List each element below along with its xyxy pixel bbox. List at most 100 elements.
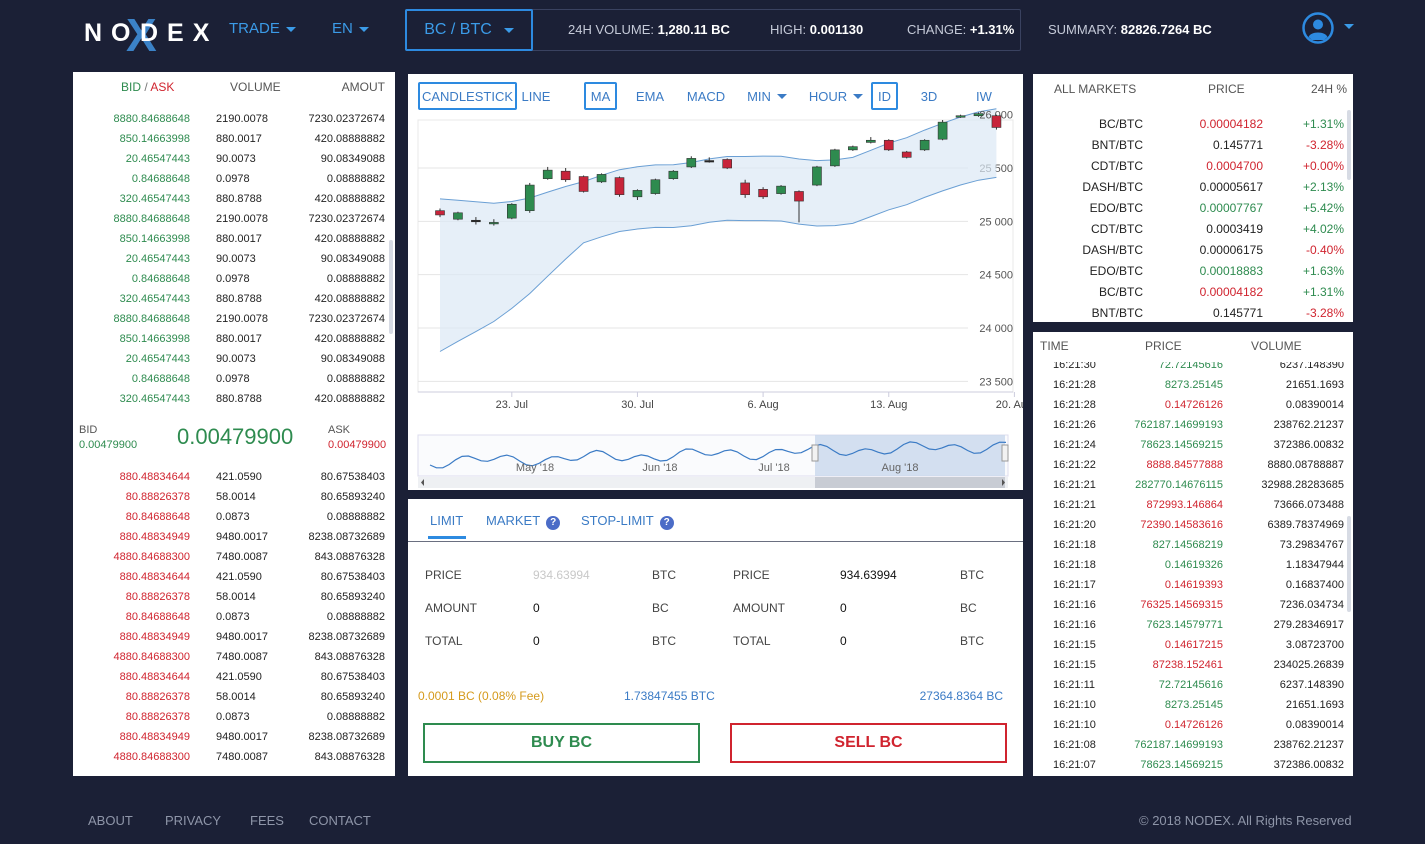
scroll-left-icon[interactable] <box>421 479 424 486</box>
navigator-handle[interactable] <box>811 444 819 462</box>
market-row[interactable]: BNT/BTC 0.145771 -3.28% <box>1033 303 1353 324</box>
order-book-row[interactable]: 8880.84688648 2190.0078 7230.02372674 <box>73 110 395 130</box>
order-book-row[interactable]: 80.88826378 58.0014 80.65893240 <box>73 588 395 608</box>
buy-total-input[interactable]: 0 <box>533 634 540 648</box>
tab-macd[interactable]: MACD <box>686 88 726 104</box>
candle[interactable] <box>865 137 876 144</box>
candle[interactable] <box>632 189 643 200</box>
order-book-row[interactable]: 0.84688648 0.0978 0.08888882 <box>73 270 395 290</box>
footer-contact-link[interactable]: CONTACT <box>309 813 371 828</box>
candle[interactable] <box>830 148 840 167</box>
market-row[interactable]: DASH/BTC 0.00006175 -0.40% <box>1033 240 1353 261</box>
candle[interactable] <box>812 165 822 187</box>
order-book-scrollbar[interactable] <box>389 240 393 334</box>
market-row[interactable]: EDO/BTC 0.00018883 +1.63% <box>1033 261 1353 282</box>
candle[interactable] <box>776 185 786 195</box>
candle[interactable] <box>524 182 535 213</box>
order-book-row[interactable]: 20.46547443 90.0073 90.08349088 <box>73 150 395 170</box>
order-book-row[interactable]: 880.48834949 9480.0017 8238.08732689 <box>73 528 395 548</box>
candle[interactable] <box>668 170 679 180</box>
market-row[interactable]: EDO/BTC 0.00007767 +5.42% <box>1033 198 1353 219</box>
chart-scrollbar-track[interactable] <box>418 477 1008 488</box>
candle[interactable] <box>614 176 625 197</box>
buy-amount-input[interactable]: 0 <box>533 601 540 615</box>
market-row[interactable]: DASH/BTC 0.00005617 +2.13% <box>1033 177 1353 198</box>
tab-ma[interactable]: MA <box>584 82 617 110</box>
tab-candlestick[interactable]: CANDLESTICK <box>418 82 517 110</box>
market-row[interactable]: BC/BTC 0.00004182 +1.31% <box>1033 114 1353 135</box>
candle[interactable] <box>758 187 768 199</box>
candle[interactable] <box>901 150 912 159</box>
buy-price-input[interactable]: 934.63994 <box>533 568 590 582</box>
market-row[interactable]: CDT/BTC 0.0004700 +0.00% <box>1033 156 1353 177</box>
candle[interactable] <box>991 114 1002 130</box>
trades-scrollbar[interactable] <box>1347 516 1351 612</box>
candle[interactable] <box>435 208 445 218</box>
tab-hour[interactable]: HOUR <box>808 82 864 110</box>
candle[interactable] <box>686 156 697 168</box>
order-book-row[interactable]: 880.48834949 9480.0017 8238.08732689 <box>73 628 395 648</box>
order-book-row[interactable]: 0.84688648 0.0978 0.08888882 <box>73 170 395 190</box>
candle[interactable] <box>596 173 607 183</box>
order-book-row[interactable]: 20.46547443 90.0073 90.08349088 <box>73 250 395 270</box>
footer-privacy-link[interactable]: PRIVACY <box>165 813 222 828</box>
order-book-row[interactable]: 80.88826378 58.0014 80.65893240 <box>73 488 395 508</box>
order-book-row[interactable]: 0.84688648 0.0978 0.08888882 <box>73 370 395 390</box>
language-dropdown[interactable]: EN <box>332 20 369 37</box>
trade-dropdown[interactable]: TRADE <box>229 20 296 37</box>
nodex-logo[interactable]: X NO DEX <box>84 12 209 58</box>
market-row[interactable]: BNT/BTC 0.145771 -3.28% <box>1033 135 1353 156</box>
market-row[interactable]: BC/BTC 0.00004182 +1.31% <box>1033 282 1353 303</box>
user-avatar-icon[interactable] <box>1302 12 1334 44</box>
candle[interactable] <box>704 157 715 163</box>
order-book-row[interactable]: 880.48834644 421.0590 80.67538403 <box>73 468 395 488</box>
candle[interactable] <box>955 114 966 118</box>
tab-market[interactable]: MARKET? <box>486 513 561 530</box>
market-row[interactable]: CDT/BTC 0.0003419 +4.02% <box>1033 219 1353 240</box>
order-book-row[interactable]: 850.14663998 880.0017 420.08888882 <box>73 330 395 350</box>
candle[interactable] <box>883 139 894 151</box>
order-book-row[interactable]: 80.84688648 0.0873 0.08888882 <box>73 508 395 528</box>
sell-button[interactable]: SELL BC <box>730 723 1007 763</box>
footer-about-link[interactable]: ABOUT <box>88 813 133 828</box>
candle[interactable] <box>453 211 463 221</box>
sell-total-input[interactable]: 0 <box>840 634 847 648</box>
scroll-right-icon[interactable] <box>1002 479 1005 486</box>
candle[interactable] <box>919 139 930 151</box>
order-book-row[interactable]: 8880.84688648 2190.0078 7230.02372674 <box>73 310 395 330</box>
tab-ema[interactable]: EMA <box>635 88 665 104</box>
order-book-row[interactable]: 80.88826378 0.0873 0.08888882 <box>73 708 395 728</box>
candle[interactable] <box>722 158 733 170</box>
order-book-row[interactable]: 4880.84688300 7480.0087 843.08876328 <box>73 748 395 768</box>
order-book-row[interactable]: 320.46547443 880.8788 420.08888882 <box>73 190 395 210</box>
markets-scrollbar[interactable] <box>1347 110 1351 180</box>
candle[interactable] <box>973 112 984 117</box>
candle[interactable] <box>471 217 481 225</box>
candle[interactable] <box>740 179 750 198</box>
candle[interactable] <box>489 219 499 226</box>
order-book-row[interactable]: 20.46547443 90.0073 90.08349088 <box>73 350 395 370</box>
order-book-row[interactable]: 80.88826378 58.0014 80.65893240 <box>73 688 395 708</box>
candle[interactable] <box>507 203 517 220</box>
tab-1d[interactable]: ID <box>871 82 898 110</box>
tab-min[interactable]: MIN <box>745 82 789 110</box>
navigator-handle[interactable] <box>1001 444 1009 462</box>
sell-price-input[interactable]: 934.63994 <box>840 568 897 582</box>
candle[interactable] <box>794 190 804 223</box>
order-book-row[interactable]: 320.46547443 880.8788 420.08888882 <box>73 390 395 410</box>
tab-limit[interactable]: LIMIT <box>430 513 464 528</box>
order-book-row[interactable]: 8880.84688648 2190.0078 7230.02372674 <box>73 210 395 230</box>
footer-fees-link[interactable]: FEES <box>250 813 284 828</box>
tab-1w[interactable]: IW <box>976 88 992 104</box>
candle[interactable] <box>650 178 661 195</box>
tab-stop-limit[interactable]: STOP-LIMIT? <box>581 513 674 530</box>
tab-line[interactable]: LINE <box>521 88 551 104</box>
sell-amount-input[interactable]: 0 <box>840 601 847 615</box>
order-book-row[interactable]: 850.14663998 880.0017 420.08888882 <box>73 230 395 250</box>
order-book-row[interactable]: 4880.84688300 7480.0087 843.08876328 <box>73 648 395 668</box>
buy-button[interactable]: BUY BC <box>423 723 700 763</box>
order-book-row[interactable]: 880.48834644 421.0590 80.67538403 <box>73 668 395 688</box>
tab-3d[interactable]: 3D <box>920 88 938 104</box>
pair-selector[interactable]: BC / BTC <box>405 9 533 51</box>
